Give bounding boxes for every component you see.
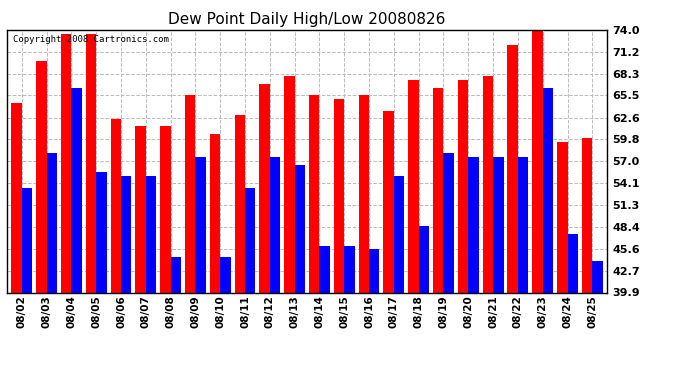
Bar <box>469 157 479 292</box>
Bar <box>592 261 603 292</box>
Bar <box>444 153 454 292</box>
Bar <box>319 246 330 292</box>
Bar <box>408 80 419 292</box>
Bar <box>394 176 404 292</box>
Bar <box>96 172 107 292</box>
Bar <box>259 84 270 292</box>
Bar <box>11 103 22 292</box>
Bar <box>532 30 543 292</box>
Bar <box>582 138 592 292</box>
Title: Dew Point Daily High/Low 20080826: Dew Point Daily High/Low 20080826 <box>168 12 446 27</box>
Bar <box>210 134 220 292</box>
Bar <box>220 257 230 292</box>
Bar <box>369 249 380 292</box>
Bar <box>235 115 245 292</box>
Bar <box>518 157 529 292</box>
Bar <box>507 45 518 292</box>
Bar <box>334 99 344 292</box>
Bar <box>344 246 355 292</box>
Bar <box>458 80 469 292</box>
Bar <box>86 34 96 292</box>
Text: Copyright 2008 Cartronics.com: Copyright 2008 Cartronics.com <box>13 35 169 44</box>
Bar <box>121 176 131 292</box>
Bar <box>185 95 195 292</box>
Bar <box>567 234 578 292</box>
Bar <box>433 88 444 292</box>
Bar <box>71 88 82 292</box>
Bar <box>195 157 206 292</box>
Bar <box>36 61 47 292</box>
Bar <box>384 111 394 292</box>
Bar <box>170 257 181 292</box>
Bar <box>483 76 493 292</box>
Bar <box>543 88 553 292</box>
Bar <box>359 95 369 292</box>
Bar <box>110 118 121 292</box>
Bar <box>557 142 567 292</box>
Bar <box>295 165 305 292</box>
Bar <box>22 188 32 292</box>
Bar <box>146 176 156 292</box>
Bar <box>493 157 504 292</box>
Bar <box>47 153 57 292</box>
Bar <box>135 126 146 292</box>
Bar <box>284 76 295 292</box>
Bar <box>419 226 429 292</box>
Bar <box>309 95 319 292</box>
Bar <box>245 188 255 292</box>
Bar <box>270 157 280 292</box>
Bar <box>160 126 170 292</box>
Bar <box>61 34 71 292</box>
